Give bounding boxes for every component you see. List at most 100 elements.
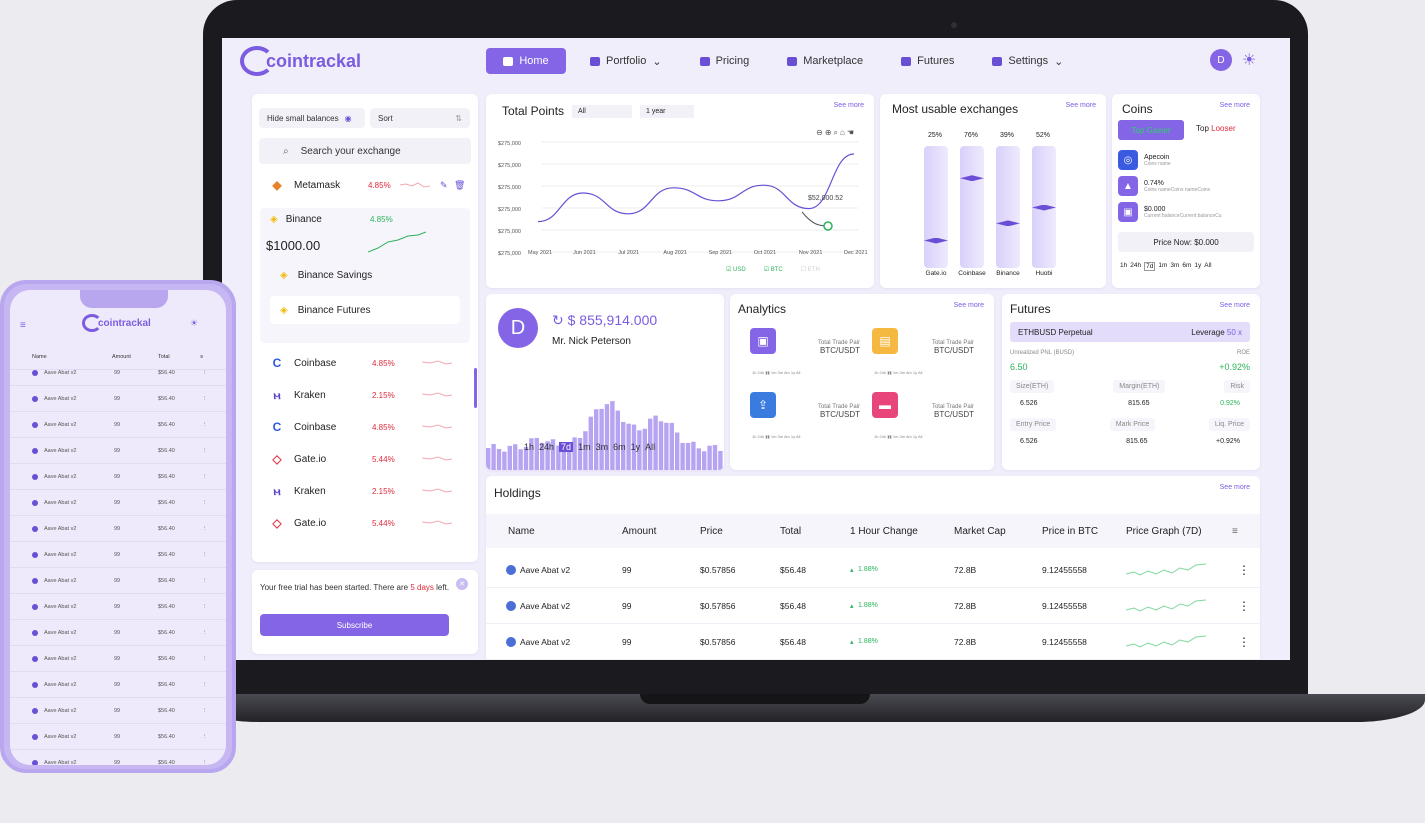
- exchange-row-gateio[interactable]: ◇ Gate.io 5.44%: [252, 508, 478, 538]
- row-menu-icon[interactable]: ⋮: [202, 395, 208, 402]
- period-7d[interactable]: 7d: [1144, 262, 1156, 271]
- exchange-row-binance-savings[interactable]: ◈ Binance Savings: [280, 270, 373, 281]
- refresh-icon[interactable]: ↻: [552, 312, 564, 328]
- list-item[interactable]: Aave Abat v2 99 $56.40 ⋮: [10, 516, 226, 542]
- list-item[interactable]: Aave Abat v2 99 $56.40 ⋮: [10, 412, 226, 438]
- mini-period-tabs[interactable]: 1h 24h ▮▮ 1m 3m 6m 1y All: [752, 370, 801, 375]
- edit-icon[interactable]: ✎: [440, 179, 448, 190]
- period-3m[interactable]: 3m: [1170, 262, 1180, 269]
- nav-home[interactable]: Home: [486, 48, 566, 74]
- row-menu-icon[interactable]: ⋮: [202, 499, 208, 506]
- row-menu-icon[interactable]: ⋮: [1238, 562, 1250, 577]
- search-exchange-input[interactable]: ⌕ Search your exchange: [259, 138, 471, 164]
- row-menu-icon[interactable]: ⋮: [202, 369, 208, 376]
- period-6m[interactable]: 6m: [613, 442, 626, 452]
- list-item[interactable]: Aave Abat v2 99 $56.40 ⋮: [10, 360, 226, 386]
- row-menu-icon[interactable]: ⋮: [1238, 634, 1250, 649]
- list-item[interactable]: Aave Abat v2 99 $56.40 ⋮: [10, 464, 226, 490]
- list-item[interactable]: Aave Abat v2 99 $56.40 ⋮: [10, 672, 226, 698]
- nav-portfolio[interactable]: Portfolio ⌄: [576, 48, 676, 74]
- menu-icon[interactable]: ≡: [1232, 525, 1238, 537]
- chart-toolbar-icons[interactable]: ⊖⊕⌕⌂☚: [816, 128, 856, 137]
- row-menu-icon[interactable]: ⋮: [202, 733, 208, 740]
- exchange-row-metamask[interactable]: ◆ Metamask 4.85% ✎ 🗑: [252, 170, 478, 200]
- period-1m[interactable]: 1m: [1158, 262, 1168, 269]
- period-1m[interactable]: 1m: [578, 442, 591, 452]
- subscribe-button[interactable]: Subscribe: [260, 614, 449, 636]
- mini-period-tabs[interactable]: 1h 24h ▮▮ 1m 3m 6m 1y All: [874, 434, 923, 439]
- period-1h[interactable]: 1h: [1120, 262, 1128, 269]
- row-menu-icon[interactable]: ⋮: [202, 707, 208, 714]
- exchange-bar[interactable]: [960, 146, 984, 268]
- futures-pair-bar[interactable]: ETHBUSD Perpetual Leverage 50 x: [1010, 322, 1250, 342]
- exchange-row-kraken[interactable]: ⲙ Kraken 2.15%: [252, 380, 478, 410]
- close-icon[interactable]: ✕: [456, 578, 468, 590]
- row-menu-icon[interactable]: ⋮: [202, 603, 208, 610]
- scrollbar[interactable]: [474, 368, 477, 408]
- row-menu-icon[interactable]: ⋮: [202, 577, 208, 584]
- exchange-row-coinbase[interactable]: C Coinbase 4.85%: [252, 412, 478, 442]
- filter-all-select[interactable]: All: [572, 104, 633, 118]
- row-menu-icon[interactable]: ⋮: [202, 421, 208, 428]
- exchange-row-coinbase[interactable]: C Coinbase 4.85%: [252, 348, 478, 378]
- see-more-link[interactable]: See more: [1065, 102, 1096, 109]
- sun-icon[interactable]: ☀: [190, 318, 199, 328]
- sort-button[interactable]: Sort ⇅: [370, 108, 470, 128]
- legend-usd[interactable]: ☑ USD: [726, 267, 746, 273]
- user-avatar[interactable]: D: [1210, 49, 1232, 71]
- filter-period-select[interactable]: 1 year: [640, 104, 695, 118]
- see-more-link[interactable]: See more: [833, 102, 864, 109]
- list-item[interactable]: Aave Abat v2 99 $56.40 ⋮: [10, 750, 226, 765]
- row-menu-icon[interactable]: ⋮: [202, 759, 208, 766]
- legend-btc[interactable]: ☑ BTC: [763, 267, 783, 273]
- logo[interactable]: cointrackal: [240, 46, 361, 76]
- period-1h[interactable]: 1h: [524, 442, 535, 452]
- list-item[interactable]: Aave Abat v2 99 $56.40 ⋮: [10, 386, 226, 412]
- row-menu-icon[interactable]: ⋮: [202, 473, 208, 480]
- hamburger-icon[interactable]: ≡: [20, 320, 26, 331]
- list-item[interactable]: Aave Abat v2 99 $56.40 ⋮: [10, 698, 226, 724]
- nav-marketplace[interactable]: Marketplace: [773, 48, 877, 74]
- tab-top-gainer[interactable]: Top Gainer: [1118, 120, 1184, 140]
- list-item[interactable]: Aave Abat v2 99 $56.40 ⋮: [10, 594, 226, 620]
- row-menu-icon[interactable]: ⋮: [202, 629, 208, 636]
- period-all[interactable]: All: [1204, 262, 1212, 269]
- mini-period-tabs[interactable]: 1h 24h ▮▮ 1m 3m 6m 1y All: [874, 370, 923, 375]
- period-1y[interactable]: 1y: [1194, 262, 1202, 269]
- tab-top-loser[interactable]: Top Looser: [1196, 124, 1236, 133]
- phone-logo[interactable]: cointrackal: [82, 314, 151, 332]
- period-1y[interactable]: 1y: [630, 442, 641, 452]
- nav-futures[interactable]: Futures: [887, 48, 968, 74]
- list-item[interactable]: Aave Abat v2 99 $56.40 ⋮: [10, 620, 226, 646]
- see-more-link[interactable]: See more: [1219, 484, 1250, 491]
- hide-small-balances-button[interactable]: Hide small balances ◉: [259, 108, 365, 128]
- row-menu-icon[interactable]: ⋮: [202, 447, 208, 454]
- mini-period-tabs[interactable]: 1h 24h ▮▮ 1m 3m 6m 1y All: [752, 434, 801, 439]
- exchange-row-gateio[interactable]: ◇ Gate.io 5.44%: [252, 444, 478, 474]
- table-row[interactable]: Aave Abat v2 99 $0.57856 $56.48 1.88% ▴ 72.8B 9…: [486, 624, 1260, 660]
- row-menu-icon[interactable]: ⋮: [202, 655, 208, 662]
- period-3m[interactable]: 3m: [595, 442, 609, 452]
- list-item[interactable]: Aave Abat v2 99 $56.40 ⋮: [10, 438, 226, 464]
- table-row[interactable]: Aave Abat v2 99 $0.57856 $56.48 1.88% ▴ 72.8B 9…: [486, 552, 1260, 588]
- period-24h[interactable]: 24h: [539, 442, 555, 452]
- period-7d[interactable]: 7d: [559, 442, 574, 452]
- exchange-bar[interactable]: [996, 146, 1020, 268]
- row-menu-icon[interactable]: ⋮: [202, 551, 208, 558]
- table-row[interactable]: Aave Abat v2 99 $0.57856 $56.48 1.88% ▴ 72.8B 9…: [486, 588, 1260, 624]
- period-24h[interactable]: 24h: [1130, 262, 1142, 269]
- row-menu-icon[interactable]: ⋮: [1238, 598, 1250, 613]
- list-item[interactable]: Aave Abat v2 99 $56.40 ⋮: [10, 490, 226, 516]
- list-item[interactable]: Aave Abat v2 99 $56.40 ⋮: [10, 646, 226, 672]
- period-all[interactable]: All: [645, 442, 656, 452]
- exchange-row-binance[interactable]: ◈ Binance 4.85%: [270, 214, 393, 225]
- menu-icon[interactable]: ≡: [200, 353, 204, 360]
- period-6m[interactable]: 6m: [1182, 262, 1192, 269]
- exchange-row-binance-futures[interactable]: ◈ Binance Futures: [270, 296, 460, 324]
- row-menu-icon[interactable]: ⋮: [202, 681, 208, 688]
- exchange-row-kraken[interactable]: ⲙ Kraken 2.15%: [252, 476, 478, 506]
- nav-pricing[interactable]: Pricing: [686, 48, 764, 74]
- row-menu-icon[interactable]: ⋮: [202, 525, 208, 532]
- exchange-bar[interactable]: [1032, 146, 1056, 268]
- list-item[interactable]: Aave Abat v2 99 $56.40 ⋮: [10, 542, 226, 568]
